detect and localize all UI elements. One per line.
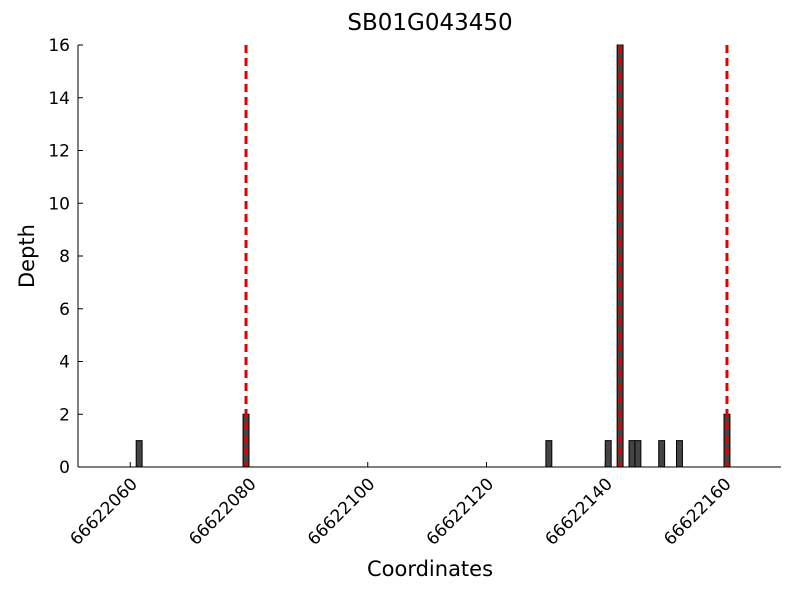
chart-title: SB01G043450 xyxy=(347,10,512,36)
y-tick-label: 10 xyxy=(48,194,70,214)
bar xyxy=(135,440,143,468)
y-tick-label: 12 xyxy=(48,142,70,162)
y-axis-label: Depth xyxy=(15,224,39,288)
x-tick-label: 66622080 xyxy=(185,474,260,549)
bar xyxy=(628,440,636,468)
x-tick-label: 66622120 xyxy=(423,474,498,549)
y-tick-label: 16 xyxy=(48,36,70,56)
x-tick-label: 66622060 xyxy=(66,474,141,549)
bar xyxy=(658,440,666,468)
bar xyxy=(604,440,612,468)
x-tick-label: 66622100 xyxy=(304,474,379,549)
x-tick-label: 66622140 xyxy=(541,474,616,549)
y-tick-label: 0 xyxy=(59,458,70,478)
y-tick-label: 6 xyxy=(59,300,70,320)
x-tick-label: 66622160 xyxy=(660,474,735,549)
y-tick-label: 14 xyxy=(48,89,70,109)
x-axis-label: Coordinates xyxy=(367,557,493,581)
y-tick-label: 4 xyxy=(59,353,70,373)
bar xyxy=(545,440,553,468)
y-tick-label: 2 xyxy=(59,405,70,425)
bar xyxy=(676,440,683,468)
y-tick-label: 8 xyxy=(59,247,70,267)
bar xyxy=(634,440,642,468)
